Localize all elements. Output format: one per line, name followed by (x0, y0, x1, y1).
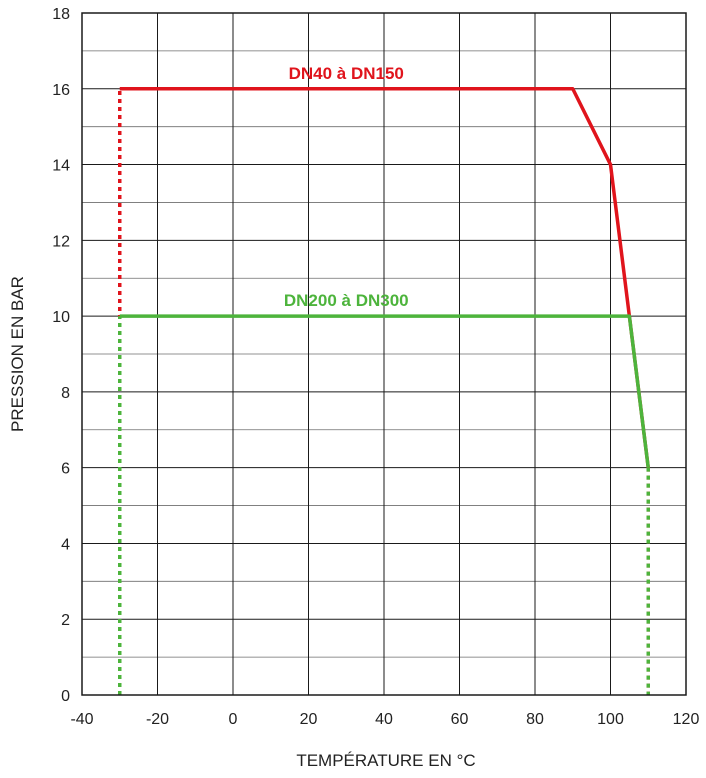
y-tick-label: 14 (52, 158, 70, 175)
series-label-dn200-dn300: DN200 à DN300 (284, 291, 409, 310)
y-tick-label: 6 (61, 461, 70, 478)
y-tick-label: 10 (52, 309, 70, 326)
x-tick-label: -40 (70, 711, 93, 728)
x-tick-label: 20 (300, 711, 318, 728)
y-axis-title: PRESSION EN BAR (8, 276, 27, 432)
x-tick-label: 60 (451, 711, 469, 728)
x-tick-label: 80 (526, 711, 544, 728)
y-tick-label: 0 (61, 688, 70, 705)
series-label-dn40-dn150: DN40 à DN150 (289, 64, 404, 83)
y-tick-label: 16 (52, 82, 70, 99)
x-tick-label: 100 (597, 711, 624, 728)
y-tick-label: 8 (61, 385, 70, 402)
x-tick-label: 40 (375, 711, 393, 728)
x-tick-label: 120 (673, 711, 700, 728)
labels: TEMPÉRATURE EN °C PRESSION EN BAR DN40 à… (8, 64, 476, 770)
y-tick-label: 2 (61, 612, 70, 629)
y-tick-label: 18 (52, 6, 70, 23)
x-tick-label: -20 (146, 711, 169, 728)
x-axis-title: TEMPÉRATURE EN °C (296, 751, 475, 770)
y-tick-label: 12 (52, 233, 70, 250)
grid (82, 13, 686, 695)
x-tick-label: 0 (229, 711, 238, 728)
y-tick-label: 4 (61, 536, 70, 553)
